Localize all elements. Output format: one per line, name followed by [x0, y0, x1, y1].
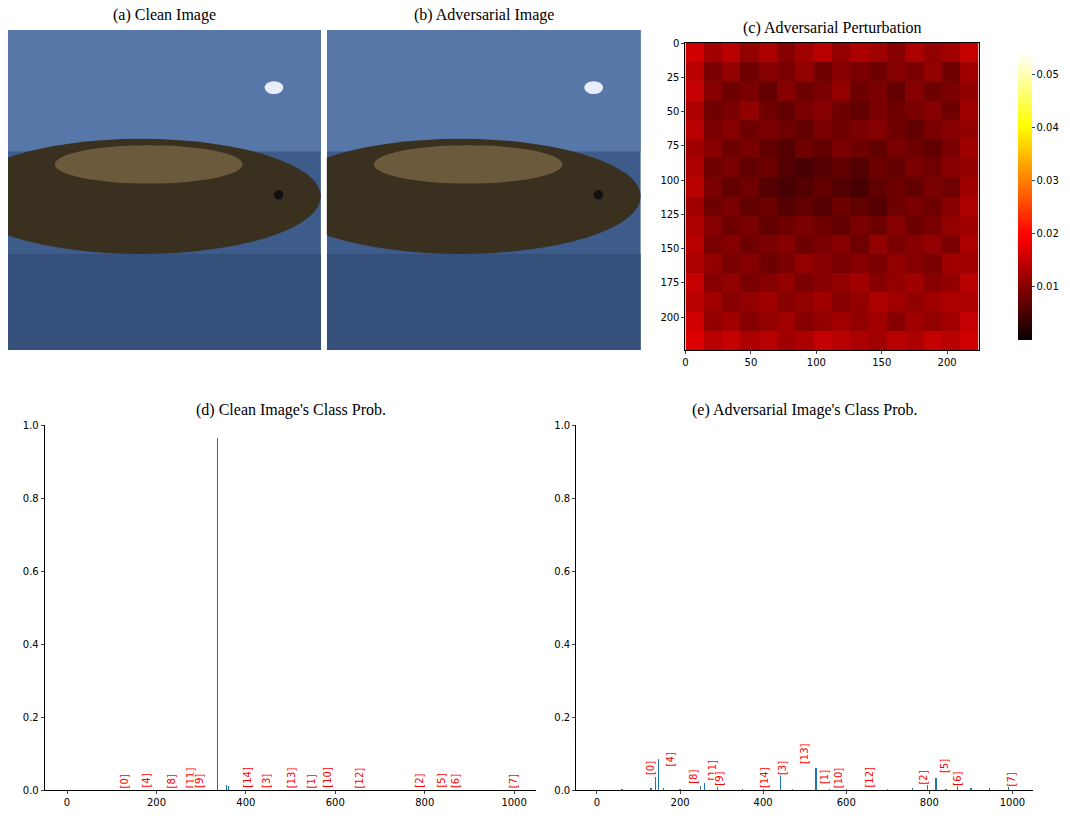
svg-text:[5]: [5] — [939, 759, 950, 773]
svg-text:0.8: 0.8 — [554, 493, 570, 504]
svg-text:[6]: [6] — [450, 774, 461, 788]
svg-text:[1]: [1] — [306, 774, 317, 788]
svg-text:[9]: [9] — [714, 771, 725, 785]
svg-text:[12]: [12] — [864, 767, 875, 788]
svg-text:175: 175 — [660, 277, 679, 288]
svg-text:0.02: 0.02 — [1037, 228, 1059, 239]
svg-text:[0]: [0] — [119, 774, 130, 788]
svg-text:[14]: [14] — [242, 767, 253, 788]
svg-text:[3]: [3] — [261, 774, 272, 788]
svg-text:0.05: 0.05 — [1037, 69, 1059, 80]
svg-text:150: 150 — [660, 243, 679, 254]
svg-text:100: 100 — [807, 357, 826, 368]
svg-text:[9]: [9] — [194, 774, 205, 788]
svg-text:200: 200 — [660, 312, 679, 323]
svg-text:[11]: [11] — [185, 768, 196, 789]
svg-text:[13]: [13] — [799, 743, 810, 764]
svg-text:200: 200 — [147, 797, 166, 808]
svg-text:0: 0 — [64, 797, 70, 808]
svg-text:0.04: 0.04 — [1037, 122, 1059, 133]
svg-text:(b) Adversarial Image: (b) Adversarial Image — [414, 6, 554, 24]
svg-text:(e) Adversarial Image's Class: (e) Adversarial Image's Class Prob. — [692, 401, 918, 419]
svg-text:1000: 1000 — [1000, 797, 1025, 808]
svg-text:[3]: [3] — [777, 761, 788, 775]
svg-text:[12]: [12] — [354, 768, 365, 789]
svg-text:25: 25 — [667, 72, 680, 83]
svg-text:[2]: [2] — [414, 773, 425, 787]
svg-text:125: 125 — [660, 209, 679, 220]
svg-text:100: 100 — [660, 175, 679, 186]
svg-text:[10]: [10] — [833, 768, 844, 789]
svg-text:1.0: 1.0 — [554, 420, 570, 431]
svg-text:[7]: [7] — [1006, 772, 1017, 786]
svg-text:(c) Adversarial Perturbation: (c) Adversarial Perturbation — [743, 19, 922, 37]
svg-text:[0]: [0] — [645, 761, 656, 775]
svg-text:0.2: 0.2 — [23, 712, 39, 723]
svg-text:[7]: [7] — [508, 774, 519, 788]
svg-text:0.0: 0.0 — [554, 785, 570, 796]
svg-text:(d) Clean Image's Class Prob.: (d) Clean Image's Class Prob. — [196, 401, 386, 419]
svg-text:[5]: [5] — [436, 773, 447, 787]
svg-text:75: 75 — [667, 140, 680, 151]
svg-text:0.4: 0.4 — [23, 639, 39, 650]
svg-text:400: 400 — [236, 797, 255, 808]
svg-text:[14]: [14] — [759, 767, 770, 788]
svg-text:0.01: 0.01 — [1037, 281, 1059, 292]
svg-text:1000: 1000 — [501, 797, 526, 808]
svg-text:0.6: 0.6 — [23, 566, 39, 577]
svg-text:200: 200 — [671, 797, 690, 808]
svg-text:0.8: 0.8 — [23, 493, 39, 504]
svg-text:0.0: 0.0 — [23, 785, 39, 796]
svg-text:600: 600 — [326, 797, 345, 808]
svg-text:50: 50 — [745, 357, 758, 368]
svg-text:[11]: [11] — [707, 760, 718, 781]
svg-text:0: 0 — [673, 38, 679, 49]
svg-text:[13]: [13] — [286, 768, 297, 789]
svg-text:[1]: [1] — [819, 770, 830, 784]
svg-text:[2]: [2] — [918, 770, 929, 784]
svg-text:800: 800 — [415, 797, 434, 808]
svg-text:150: 150 — [872, 357, 891, 368]
svg-text:400: 400 — [754, 797, 773, 808]
svg-text:(a) Clean Image: (a) Clean Image — [113, 6, 216, 24]
svg-text:[8]: [8] — [688, 770, 699, 784]
svg-text:0: 0 — [594, 797, 600, 808]
svg-text:[10]: [10] — [322, 767, 333, 788]
svg-text:600: 600 — [837, 797, 856, 808]
svg-text:0.03: 0.03 — [1037, 175, 1059, 186]
svg-text:[4]: [4] — [141, 773, 152, 787]
svg-text:800: 800 — [920, 797, 939, 808]
svg-text:200: 200 — [938, 357, 957, 368]
svg-text:0: 0 — [682, 357, 688, 368]
svg-text:0.2: 0.2 — [554, 712, 570, 723]
svg-text:[8]: [8] — [166, 774, 177, 788]
svg-text:[4]: [4] — [665, 752, 676, 766]
svg-text:0.6: 0.6 — [554, 566, 570, 577]
svg-text:0.4: 0.4 — [554, 639, 570, 650]
svg-text:[6]: [6] — [952, 772, 963, 786]
svg-text:1.0: 1.0 — [23, 420, 39, 431]
svg-text:50: 50 — [667, 106, 680, 117]
